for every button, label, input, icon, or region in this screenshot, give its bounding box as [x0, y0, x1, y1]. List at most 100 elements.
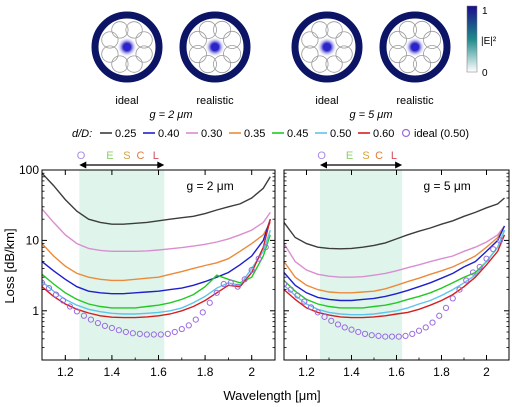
data-point: [136, 330, 143, 337]
inset-label-realistic-2: realistic: [396, 95, 434, 107]
fiber-inset-3: [291, 11, 363, 83]
data-point: [442, 304, 450, 311]
data-point: [429, 319, 436, 326]
capillary: [198, 55, 217, 74]
legend-item-0-25: 0.25: [100, 128, 136, 140]
x-tick-label: 1.8: [197, 365, 214, 379]
capillary: [388, 30, 407, 49]
data-point: [368, 332, 375, 339]
data-point: [234, 283, 241, 290]
series-line-0-40: [284, 225, 506, 302]
legend-label: 0.35: [244, 128, 265, 140]
x-tick-label: 1.2: [57, 365, 74, 379]
data-point: [395, 333, 402, 340]
legend-item-0-30: 0.30: [186, 128, 222, 140]
colorbar: 1 |E|² 0: [466, 5, 497, 79]
capillary: [223, 30, 242, 49]
data-point: [178, 325, 185, 333]
data-point: [456, 286, 463, 293]
band-letter-C: C: [137, 150, 145, 162]
series-line-0-30: [42, 208, 271, 252]
data-point: [422, 324, 429, 331]
capillary: [125, 21, 143, 39]
capillary: [188, 45, 207, 64]
core-center: [411, 43, 419, 51]
data-point: [164, 330, 171, 337]
data-point: [463, 277, 470, 284]
data-point: [328, 317, 335, 324]
data-point: [66, 303, 74, 310]
data-point: [45, 285, 53, 292]
series-ideal-markers: [284, 237, 504, 340]
series-line-0-35: [42, 222, 271, 282]
capillary: [111, 55, 129, 73]
legend-item-0-60: 0.60: [358, 128, 394, 140]
data-point: [94, 319, 102, 327]
band-letter-L: L: [153, 150, 159, 162]
x-tick-label: 1.6: [388, 365, 405, 379]
series-line-0-60: [284, 234, 506, 319]
capillary: [325, 21, 343, 39]
band-letter-S: S: [123, 150, 130, 162]
data-point: [227, 279, 234, 286]
data-point: [382, 333, 389, 340]
capillary: [335, 31, 353, 49]
colorbar-gradient: [466, 5, 478, 73]
data-point: [108, 324, 116, 332]
fiber-inset-1: [91, 11, 163, 83]
arrow-head-right: [395, 161, 403, 169]
band-letter-L: L: [391, 150, 397, 162]
capillary: [413, 20, 432, 39]
core-center: [211, 43, 219, 51]
x-tick-label: 1.4: [104, 365, 121, 379]
data-point: [355, 328, 362, 336]
data-point: [361, 330, 369, 337]
inset-labels: ideal realistic ideal realistic g = 2 μm…: [115, 95, 434, 121]
capillary: [111, 21, 129, 39]
data-point: [150, 331, 157, 338]
data-point: [348, 326, 355, 333]
capillary: [135, 45, 153, 63]
x-tick-label: 2: [483, 365, 490, 379]
arrow-head-left: [79, 161, 87, 169]
data-point: [476, 263, 483, 271]
legend-item-0-35: 0.35: [229, 128, 265, 140]
series-line-0-45: [42, 234, 271, 309]
inset-gap-label-2: g = 5 μm: [349, 109, 392, 121]
x-tick-label: 1.6: [150, 365, 167, 379]
capillary: [325, 55, 343, 73]
capillary: [101, 31, 119, 49]
data-point: [334, 321, 342, 328]
series-line-0-35: [284, 225, 506, 294]
capillary: [311, 21, 329, 39]
capillary: [223, 45, 242, 64]
legend-item-0-50: 0.50: [315, 128, 351, 140]
core-center: [123, 43, 131, 51]
capillary: [413, 55, 432, 74]
capillary: [423, 30, 442, 49]
inset-gap-label-1: g = 2 μm: [149, 109, 192, 121]
legend-prefix: d/D:: [72, 128, 92, 140]
y-axis-label: Loss [dB/km]: [2, 228, 17, 303]
data-point: [307, 304, 315, 311]
fiber-insets: [91, 11, 451, 83]
data-point: [101, 322, 109, 330]
legend-swatch: [401, 128, 411, 138]
data-point: [449, 295, 456, 302]
series-ideal-markers: [42, 244, 269, 338]
plot-area: [42, 172, 271, 338]
band-letter-C: C: [375, 150, 383, 162]
band-shade: [79, 170, 165, 360]
arrow-head-right: [157, 161, 165, 169]
data-point: [59, 297, 67, 304]
capillary: [135, 31, 153, 49]
capillary: [388, 45, 407, 64]
data-point: [241, 276, 248, 283]
data-point: [314, 309, 321, 316]
capillary: [301, 45, 319, 63]
data-point: [143, 331, 150, 338]
x-axis-label: Wavelength [μm]: [223, 388, 320, 403]
series-line-0-40: [42, 218, 271, 295]
